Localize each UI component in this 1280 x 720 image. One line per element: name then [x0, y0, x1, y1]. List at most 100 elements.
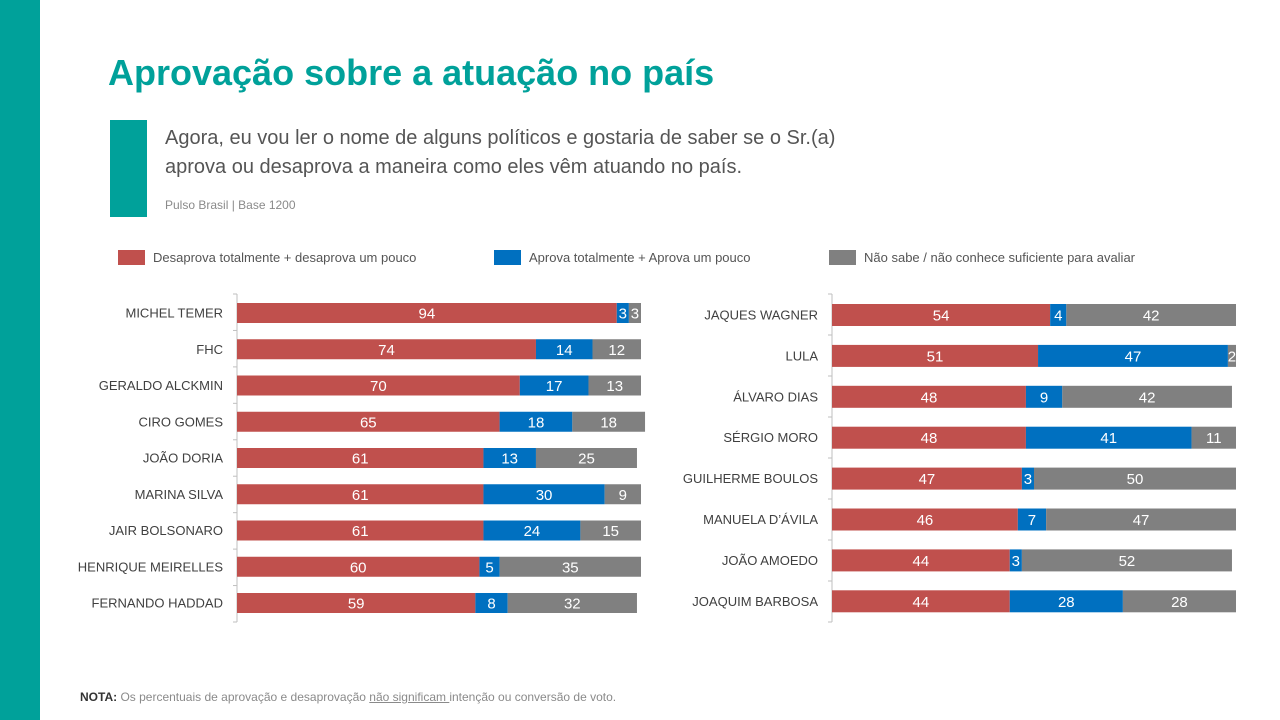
data-label-aprova: 14: [556, 342, 573, 359]
bar-nao-sabe: [1046, 508, 1236, 531]
data-label-aprova: 47: [1125, 348, 1142, 365]
bar-aprova: [535, 339, 593, 360]
data-label-nao-sabe: 18: [600, 414, 617, 431]
legend-swatch-nao-sabe: [829, 249, 856, 265]
legend-label-nao-sabe: Não sabe / não conhece suficiente para a…: [864, 249, 1136, 265]
bar-aprova: [499, 411, 573, 432]
source-label: Pulso Brasil | Base 1200: [165, 198, 296, 212]
legend-item-desaprova: Desaprova totalmente + desaprova um pouc…: [118, 248, 416, 266]
bar-aprova: [483, 448, 536, 468]
data-label-nao-sabe: 47: [1133, 512, 1150, 529]
bar-nao-sabe: [1062, 385, 1232, 408]
data-label-nao-sabe: 3: [631, 306, 639, 323]
data-label-aprova: 3: [619, 306, 627, 323]
category-label: JOAQUIM BARBOSA: [692, 594, 818, 609]
data-label-aprova: 8: [487, 596, 495, 613]
data-label-desaprova: 51: [927, 348, 944, 365]
data-label-desaprova: 61: [352, 487, 369, 504]
category-label: FHC: [196, 342, 223, 357]
data-label-desaprova: 60: [350, 559, 367, 576]
data-label-desaprova: 48: [921, 430, 938, 447]
category-label: MICHEL TEMER: [125, 306, 223, 321]
data-label-nao-sabe: 2: [1228, 348, 1236, 365]
bar-nao-sabe: [1066, 304, 1236, 326]
bar-nao-sabe: [535, 448, 637, 468]
data-label-desaprova: 61: [352, 523, 369, 540]
bar-desaprova: [237, 339, 536, 360]
bar-aprova: [1009, 549, 1022, 572]
bar-desaprova: [237, 520, 484, 541]
bar-desaprova: [237, 556, 480, 577]
bar-desaprova: [237, 303, 617, 323]
category-label: ÁLVARO DIAS: [733, 389, 818, 404]
category-label: JAQUES WAGNER: [704, 308, 818, 323]
left-accent-bar: [0, 0, 40, 720]
data-label-nao-sabe: 42: [1143, 308, 1160, 325]
bar-aprova: [475, 593, 508, 613]
legend-item-aprova: Aprova totalmente + Aprova um pouco: [494, 248, 751, 266]
category-label: JOÃO DORIA: [143, 451, 224, 466]
category-label: FERNANDO HADDAD: [92, 596, 223, 611]
legend-item-nao-sabe: Não sabe / não conhece suficiente para a…: [829, 248, 1135, 266]
data-label-nao-sabe: 28: [1171, 594, 1188, 611]
bar-desaprova: [832, 426, 1026, 449]
bar-nao-sabe: [499, 556, 641, 577]
category-label: GUILHERME BOULOS: [683, 471, 818, 486]
bar-desaprova: [237, 593, 476, 613]
data-label-aprova: 13: [501, 451, 518, 468]
bar-aprova: [479, 556, 500, 577]
data-label-desaprova: 44: [913, 594, 930, 611]
footnote-text-before: Os percentuais de aprovação e desaprovaç…: [117, 690, 370, 704]
bar-desaprova: [832, 385, 1026, 408]
bar-desaprova: [237, 484, 484, 505]
data-label-nao-sabe: 42: [1139, 389, 1156, 406]
category-label: JAIR BOLSONARO: [109, 523, 223, 538]
data-label-nao-sabe: 9: [619, 487, 627, 504]
data-label-aprova: 4: [1054, 308, 1062, 325]
category-label: CIRO GOMES: [138, 414, 223, 429]
data-label-nao-sabe: 35: [562, 559, 579, 576]
bar-aprova: [1025, 426, 1192, 449]
bar-nao-sabe: [1227, 344, 1236, 367]
legend-label-aprova: Aprova totalmente + Aprova um pouco: [529, 249, 751, 265]
data-label-desaprova: 46: [917, 512, 934, 529]
legend-swatch-aprova: [494, 249, 521, 265]
data-label-desaprova: 74: [378, 342, 395, 359]
bar-desaprova: [237, 411, 500, 432]
bar-desaprova: [832, 344, 1039, 367]
data-label-desaprova: 94: [419, 306, 436, 323]
survey-question: Agora, eu vou ler o nome de alguns polít…: [165, 127, 836, 178]
data-label-nao-sabe: 32: [564, 596, 581, 613]
footnote-text-after: intenção ou conversão de voto.: [449, 690, 617, 704]
data-label-nao-sabe: 13: [606, 378, 623, 395]
category-label: SÉRGIO MORO: [723, 430, 818, 445]
data-label-aprova: 41: [1100, 430, 1117, 447]
data-label-aprova: 9: [1040, 389, 1048, 406]
data-label-aprova: 17: [546, 378, 563, 395]
bar-nao-sabe: [1021, 549, 1232, 572]
data-label-aprova: 24: [524, 523, 541, 540]
bar-nao-sabe: [604, 484, 641, 505]
page-title: Aprovação sobre a atuação no país: [108, 52, 715, 93]
data-label-desaprova: 48: [921, 389, 938, 406]
bar-desaprova: [832, 304, 1051, 326]
category-label: MARINA SILVA: [135, 487, 224, 502]
data-label-desaprova: 70: [370, 378, 387, 395]
bar-nao-sabe: [588, 375, 641, 396]
category-label: MANUELA D’ÁVILA: [703, 512, 818, 527]
data-label-nao-sabe: 25: [578, 451, 595, 468]
data-label-aprova: 7: [1028, 512, 1036, 529]
bar-aprova: [483, 484, 605, 505]
category-label: HENRIQUE MEIRELLES: [78, 559, 224, 574]
bar-aprova: [1009, 590, 1123, 613]
data-label-desaprova: 54: [933, 308, 950, 325]
bar-aprova: [483, 520, 581, 541]
legend-label-desaprova: Desaprova totalmente + desaprova um pouc…: [153, 249, 417, 265]
bar-aprova: [1050, 304, 1067, 326]
category-label: LULA: [785, 348, 818, 363]
data-label-nao-sabe: 12: [608, 342, 625, 359]
bar-nao-sabe: [507, 593, 637, 613]
data-label-aprova: 30: [536, 487, 553, 504]
category-label: JOÃO AMOEDO: [722, 553, 818, 568]
